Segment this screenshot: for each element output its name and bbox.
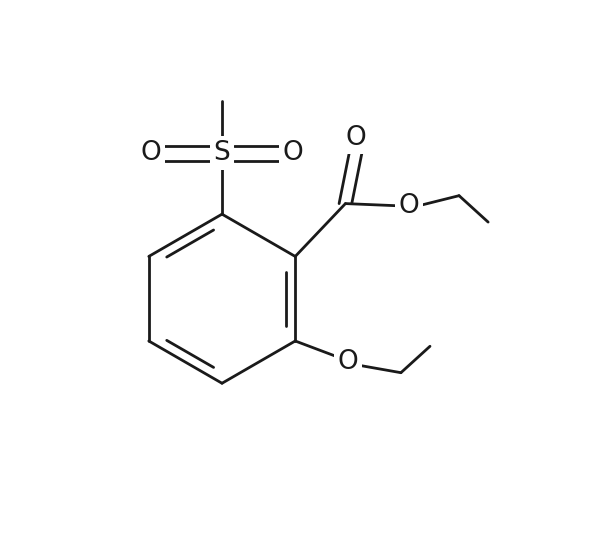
Text: O: O (140, 140, 161, 167)
Text: O: O (398, 193, 419, 219)
Text: O: O (283, 140, 304, 167)
Text: O: O (337, 349, 359, 375)
Text: S: S (214, 140, 230, 167)
Text: O: O (346, 124, 366, 151)
